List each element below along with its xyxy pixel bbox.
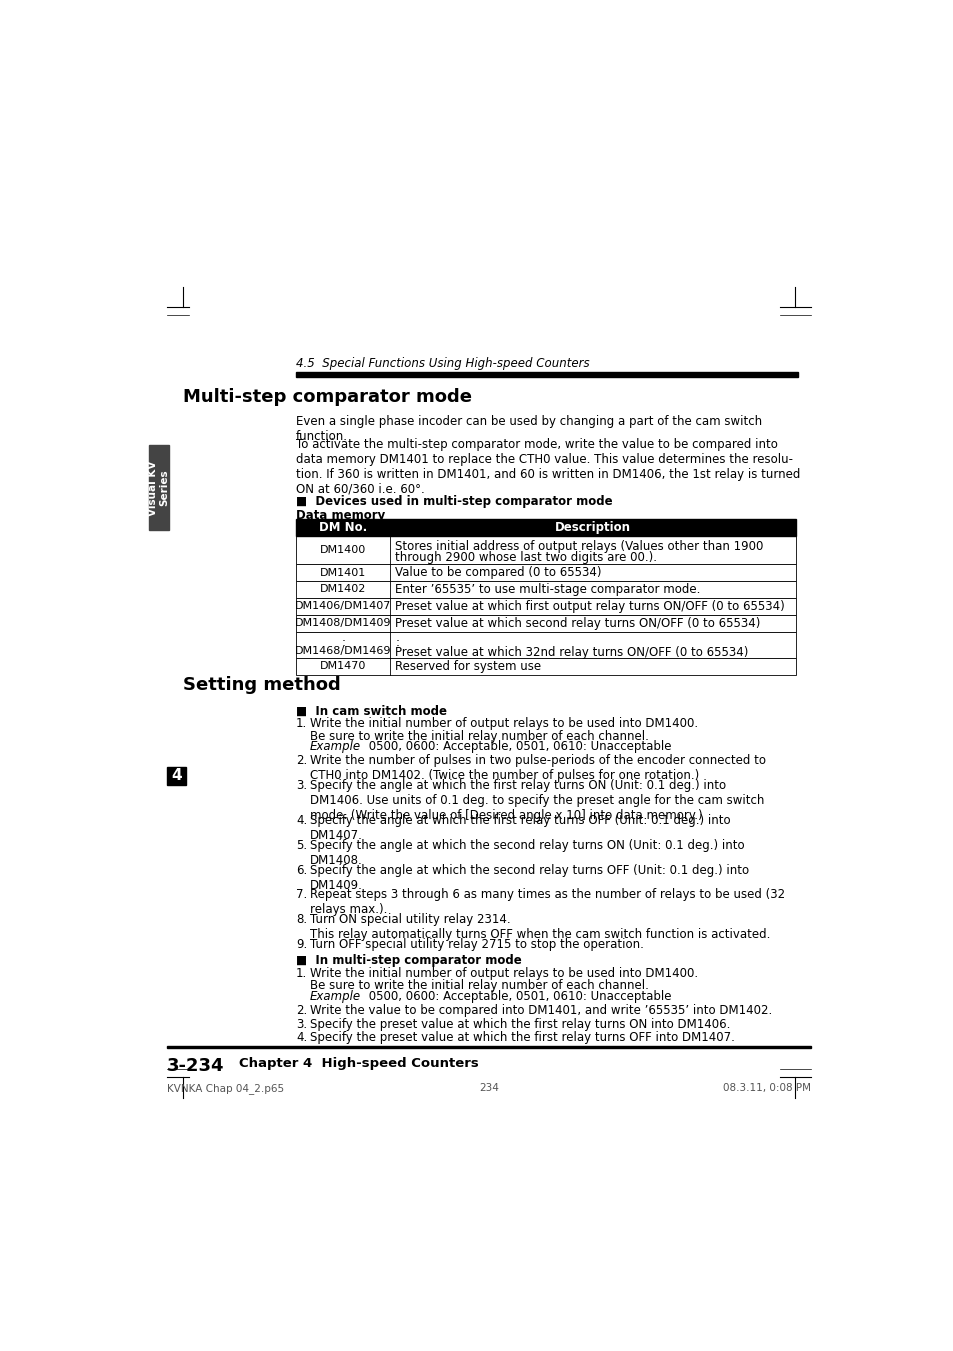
Text: 0500, 0600: Acceptable, 0501, 0610: Unacceptable: 0500, 0600: Acceptable, 0501, 0610: Unac… <box>350 990 671 1002</box>
Bar <box>295 598 795 615</box>
Text: Preset value at which 32nd relay turns ON/OFF (0 to 65534): Preset value at which 32nd relay turns O… <box>395 646 748 659</box>
Text: Write the initial number of output relays to be used into DM1400.: Write the initial number of output relay… <box>310 967 698 979</box>
Text: 3.: 3. <box>295 780 307 792</box>
Text: :: : <box>395 636 398 648</box>
Text: To activate the multi-step comparator mode, write the value to be compared into
: To activate the multi-step comparator mo… <box>295 438 800 496</box>
Bar <box>295 581 795 598</box>
Text: :: : <box>341 636 345 648</box>
Text: Specify the angle at which the second relay turns OFF (Unit: 0.1 deg.) into
DM14: Specify the angle at which the second re… <box>310 863 748 892</box>
Text: 2.: 2. <box>295 1004 307 1017</box>
Bar <box>295 658 795 676</box>
Text: 1.: 1. <box>295 717 307 731</box>
Text: Write the value to be compared into DM1401, and write ’65535’ into DM1402.: Write the value to be compared into DM14… <box>310 1004 771 1017</box>
Text: 3.: 3. <box>295 1017 307 1031</box>
Text: 9.: 9. <box>295 938 307 951</box>
Text: DM1406/DM1407: DM1406/DM1407 <box>294 601 391 612</box>
Text: Specify the angle at which the second relay turns ON (Unit: 0.1 deg.) into
DM140: Specify the angle at which the second re… <box>310 839 743 867</box>
Text: Specify the angle at which the first relay turns OFF (Unit: 0.1 deg.) into
DM140: Specify the angle at which the first rel… <box>310 815 730 842</box>
Bar <box>295 632 795 658</box>
Text: Data memory: Data memory <box>295 508 385 521</box>
Text: 4.: 4. <box>295 815 307 827</box>
Text: Specify the preset value at which the first relay turns ON into DM1406.: Specify the preset value at which the fi… <box>310 1017 729 1031</box>
Text: Visual KV
Series: Visual KV Series <box>148 461 170 516</box>
Text: Enter ’65535’ to use multi-stage comparator mode.: Enter ’65535’ to use multi-stage compara… <box>395 584 700 596</box>
Bar <box>295 615 795 632</box>
Text: 234: 234 <box>478 1084 498 1093</box>
Text: DM1468/DM1469: DM1468/DM1469 <box>294 646 391 655</box>
Text: Preset value at which first output relay turns ON/OFF (0 to 65534): Preset value at which first output relay… <box>395 600 784 613</box>
Bar <box>295 536 795 565</box>
Text: 7.: 7. <box>295 888 307 901</box>
Text: Specify the preset value at which the first relay turns OFF into DM1407.: Specify the preset value at which the fi… <box>310 1031 734 1044</box>
Text: DM1408/DM1409: DM1408/DM1409 <box>294 619 391 628</box>
Text: Even a single phase incoder can be used by changing a part of the cam switch
fun: Even a single phase incoder can be used … <box>295 415 761 443</box>
Text: Be sure to write the initial relay number of each channel.: Be sure to write the initial relay numbe… <box>310 730 648 743</box>
Text: 0500, 0600: Acceptable, 0501, 0610: Unacceptable: 0500, 0600: Acceptable, 0501, 0610: Unac… <box>350 740 671 754</box>
Text: Be sure to write the initial relay number of each channel.: Be sure to write the initial relay numbe… <box>310 979 648 992</box>
Text: 4.: 4. <box>295 1031 307 1044</box>
Text: 2.: 2. <box>295 754 307 767</box>
Text: 1.: 1. <box>295 967 307 979</box>
Text: KVNKA Chap 04_2.p65: KVNKA Chap 04_2.p65 <box>167 1084 284 1094</box>
Bar <box>295 565 795 581</box>
Text: Setting method: Setting method <box>183 677 340 694</box>
Bar <box>167 1046 810 1048</box>
Text: 8.: 8. <box>295 913 307 925</box>
Text: Value to be compared (0 to 65534): Value to be compared (0 to 65534) <box>395 566 601 580</box>
Text: ■  In cam switch mode: ■ In cam switch mode <box>295 705 447 717</box>
Text: Stores initial address of output relays (Values other than 1900: Stores initial address of output relays … <box>395 540 762 553</box>
Text: Turn ON special utility relay 2314.
This relay automatically turns OFF when the : Turn ON special utility relay 2314. This… <box>310 913 769 940</box>
Text: DM1470: DM1470 <box>319 662 366 671</box>
Text: Reserved for system use: Reserved for system use <box>395 661 540 673</box>
Text: DM No.: DM No. <box>318 521 367 535</box>
Text: Repeat steps 3 through 6 as many times as the number of relays to be used (32
re: Repeat steps 3 through 6 as many times a… <box>310 888 784 916</box>
Text: DM1401: DM1401 <box>320 567 366 577</box>
Text: 6.: 6. <box>295 863 307 877</box>
Text: 3-234: 3-234 <box>167 1056 225 1075</box>
Bar <box>295 372 798 377</box>
Text: Example: Example <box>310 990 360 1002</box>
Text: 4: 4 <box>172 769 182 784</box>
Text: through 2900 whose last two digits are 00.).: through 2900 whose last two digits are 0… <box>395 551 657 563</box>
Text: Multi-step comparator mode: Multi-step comparator mode <box>183 389 472 407</box>
Text: Specify the angle at which the first relay turns ON (Unit: 0.1 deg.) into
DM1406: Specify the angle at which the first rel… <box>310 780 763 821</box>
Text: 5.: 5. <box>295 839 307 852</box>
Text: Write the initial number of output relays to be used into DM1400.: Write the initial number of output relay… <box>310 717 698 731</box>
Bar <box>167 766 186 785</box>
Text: Write the number of pulses in two pulse-periods of the encoder connected to
CTH0: Write the number of pulses in two pulse-… <box>310 754 765 782</box>
Text: ■  Devices used in multi-step comparator mode: ■ Devices used in multi-step comparator … <box>295 494 612 508</box>
Text: ■  In multi-step comparator mode: ■ In multi-step comparator mode <box>295 954 521 967</box>
Text: Example: Example <box>310 740 360 754</box>
Bar <box>295 519 795 536</box>
Text: Turn OFF special utility relay 2715 to stop the operation.: Turn OFF special utility relay 2715 to s… <box>310 938 643 951</box>
Text: Description: Description <box>555 521 631 535</box>
Text: DM1400: DM1400 <box>320 546 366 555</box>
Text: DM1402: DM1402 <box>319 585 366 594</box>
Text: 4.5  Special Functions Using High-speed Counters: 4.5 Special Functions Using High-speed C… <box>295 357 589 370</box>
Bar <box>149 446 169 530</box>
Text: Preset value at which second relay turns ON/OFF (0 to 65534): Preset value at which second relay turns… <box>395 617 760 630</box>
Text: 08.3.11, 0:08 PM: 08.3.11, 0:08 PM <box>721 1084 810 1093</box>
Text: Chapter 4  High-speed Counters: Chapter 4 High-speed Counters <box>239 1056 478 1070</box>
